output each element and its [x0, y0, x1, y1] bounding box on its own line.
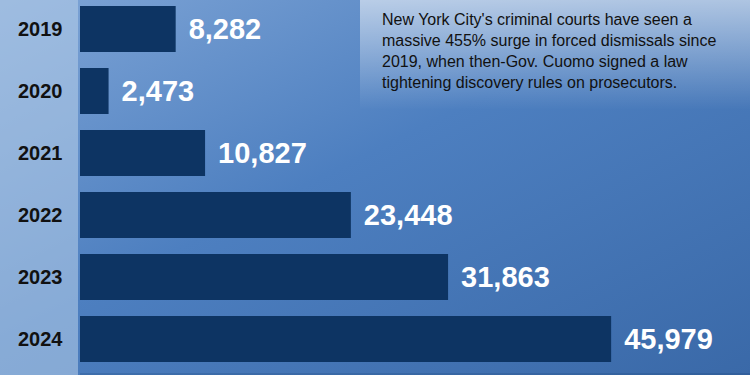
category-label: 2024 [18, 328, 63, 350]
data-label: 31,863 [461, 261, 550, 293]
bar [80, 254, 448, 300]
x-axis-line [80, 374, 750, 375]
category-label: 2023 [18, 266, 63, 288]
data-label: 23,448 [364, 199, 453, 231]
category-label: 2022 [18, 204, 63, 226]
background-glow [360, 0, 750, 110]
bar [80, 130, 205, 176]
category-label: 2020 [18, 80, 63, 102]
background [0, 0, 750, 375]
data-label: 2,473 [122, 75, 195, 107]
chart-root: 2019 8,282 2020 2,473 2021 10,827 2022 23,448 20… [0, 0, 750, 375]
bar [80, 68, 109, 114]
annotation: New York City's criminal courts have see… [382, 9, 748, 93]
bar [80, 192, 351, 238]
category-label: 2021 [18, 142, 63, 164]
data-label: 8,282 [189, 13, 262, 45]
data-label: 10,827 [218, 137, 307, 169]
data-label: 45,979 [624, 323, 713, 355]
category-label: 2019 [18, 18, 63, 40]
bar [80, 6, 176, 52]
bar [80, 316, 611, 362]
label-strip [0, 0, 78, 375]
